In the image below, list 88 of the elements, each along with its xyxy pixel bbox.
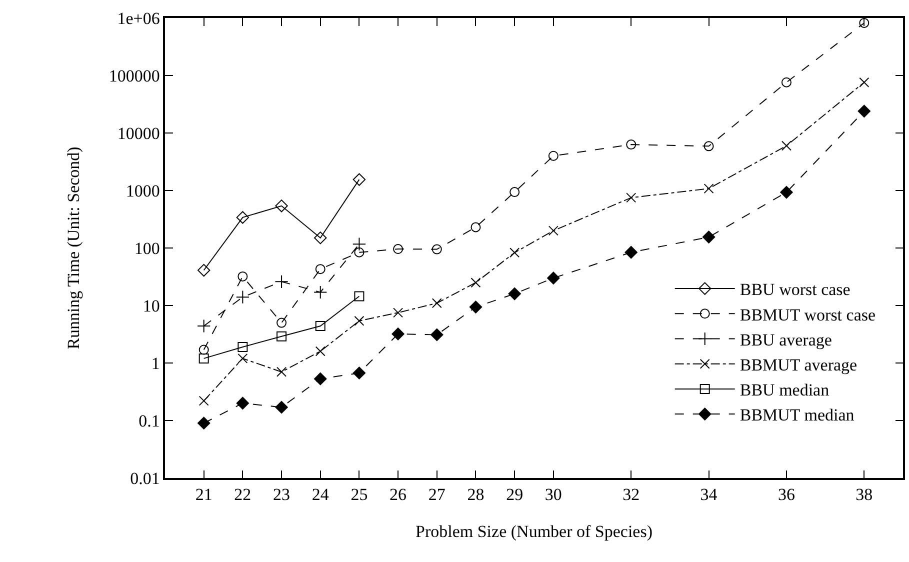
point xyxy=(859,77,870,88)
point xyxy=(314,285,328,300)
point xyxy=(354,247,364,258)
point xyxy=(198,344,209,355)
point xyxy=(238,353,248,364)
y-tick-label: 1 xyxy=(151,354,160,373)
y-tick-label: 10 xyxy=(142,296,160,316)
point xyxy=(314,372,327,386)
point xyxy=(354,291,364,302)
y-tick-label: 100 xyxy=(134,238,160,258)
x-tick-label: 28 xyxy=(467,485,484,504)
point xyxy=(236,396,250,410)
point xyxy=(392,328,404,340)
point xyxy=(430,328,444,342)
point xyxy=(238,342,248,352)
x-tick-label: 36 xyxy=(778,485,795,504)
y-tick-label: 100000 xyxy=(108,66,160,86)
legend-label: BBU average xyxy=(740,330,832,350)
point xyxy=(275,400,288,414)
point xyxy=(314,232,327,244)
x-tick-label: 22 xyxy=(234,485,252,504)
legend-label: BBMUT average xyxy=(740,355,858,374)
point xyxy=(704,184,714,194)
point xyxy=(780,186,793,199)
point xyxy=(276,366,287,377)
point xyxy=(548,150,558,161)
point xyxy=(352,173,366,186)
point xyxy=(275,200,288,212)
point xyxy=(859,18,870,28)
point xyxy=(276,331,287,342)
point xyxy=(197,264,210,277)
y-tick-label: 1000 xyxy=(126,181,160,200)
x-tick-label: 34 xyxy=(700,485,718,504)
y-tick-label: 10000 xyxy=(117,124,160,143)
point xyxy=(781,140,792,151)
point xyxy=(547,272,560,284)
point xyxy=(510,248,520,258)
x-tick-label: 26 xyxy=(390,485,407,504)
x-tick-label: 21 xyxy=(195,485,212,504)
legend-label: BBU median xyxy=(740,380,830,400)
point xyxy=(624,246,638,259)
y-tick-label: 0.01 xyxy=(130,468,160,488)
point xyxy=(858,104,871,118)
legend-label: BBU worst case xyxy=(740,280,850,300)
x-tick-label: 38 xyxy=(856,485,873,504)
point xyxy=(354,316,364,326)
point xyxy=(393,244,404,254)
point xyxy=(238,271,248,282)
point xyxy=(470,278,481,288)
point xyxy=(508,287,521,300)
point xyxy=(470,222,481,232)
x-tick-label: 23 xyxy=(273,485,290,504)
point xyxy=(469,300,482,314)
x-tick-label: 25 xyxy=(350,485,368,504)
point xyxy=(352,237,366,251)
x-tick-label: 30 xyxy=(544,485,562,504)
point xyxy=(781,77,792,88)
point xyxy=(315,321,326,331)
legend-label: BBMUT worst case xyxy=(740,305,876,324)
x-tick-label: 27 xyxy=(428,485,446,504)
point xyxy=(315,346,326,356)
point xyxy=(393,308,404,318)
y-tick-label: 0.1 xyxy=(138,411,160,430)
point xyxy=(704,141,714,152)
point xyxy=(274,274,288,288)
x-tick-label: 29 xyxy=(506,485,524,504)
point xyxy=(236,290,250,304)
point xyxy=(432,298,442,308)
x-axis-title: Problem Size (Number of Species) xyxy=(416,522,652,542)
point xyxy=(626,140,636,150)
y-axis-title: Running Time (Unit: Second) xyxy=(64,146,83,350)
point xyxy=(197,416,210,430)
point xyxy=(432,244,442,254)
point xyxy=(626,192,636,203)
legend-label: BBMUT median xyxy=(740,406,855,425)
point xyxy=(315,264,326,274)
point xyxy=(236,211,250,224)
point xyxy=(548,226,558,236)
x-tick-label: 24 xyxy=(312,485,330,504)
point xyxy=(197,319,211,333)
x-tick-label: 32 xyxy=(622,485,640,504)
point xyxy=(276,318,287,328)
point xyxy=(198,396,209,406)
point xyxy=(510,187,520,198)
y-tick-label: 1e+06 xyxy=(117,8,160,28)
point xyxy=(198,353,209,364)
point xyxy=(702,230,716,244)
point xyxy=(352,366,366,380)
